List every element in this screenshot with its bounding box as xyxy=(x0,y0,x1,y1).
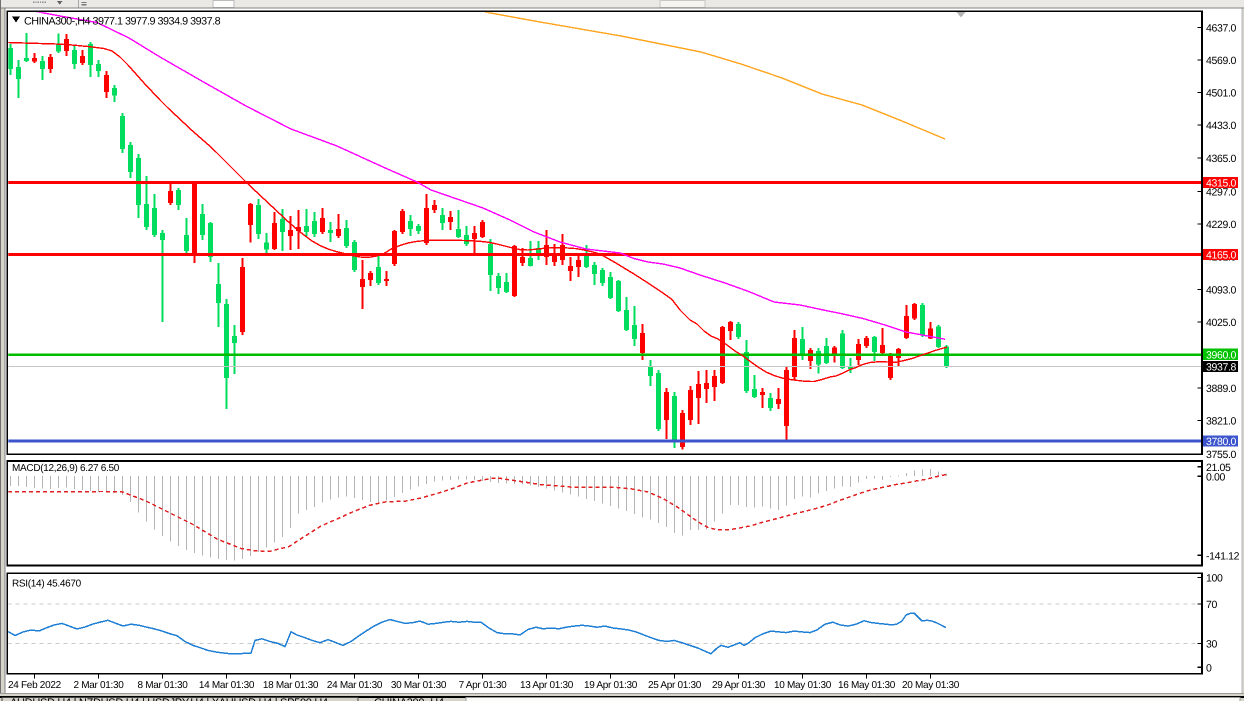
svg-text:13 Apr 01:30: 13 Apr 01:30 xyxy=(520,680,574,691)
svg-text:8 Mar 01:30: 8 Mar 01:30 xyxy=(137,680,188,691)
svg-text:AUDUSD,H4 | NZDUSD,H4 | USDJPY: AUDUSD,H4 | NZDUSD,H4 | USDJPY,H4 | XAUU… xyxy=(10,697,328,701)
svg-text:19 Apr 01:30: 19 Apr 01:30 xyxy=(584,680,638,691)
svg-text:4569.0: 4569.0 xyxy=(1206,55,1237,67)
svg-text:30 Mar 01:30: 30 Mar 01:30 xyxy=(391,680,447,691)
svg-text:3937.8: 3937.8 xyxy=(1206,362,1237,374)
svg-text:4637.0: 4637.0 xyxy=(1206,23,1237,35)
svg-text:-141.12: -141.12 xyxy=(1206,550,1240,562)
svg-text:2 Mar 01:30: 2 Mar 01:30 xyxy=(73,680,124,691)
svg-text:70: 70 xyxy=(1206,599,1217,611)
svg-text:3755.0: 3755.0 xyxy=(1206,449,1237,461)
svg-text:3780.0: 3780.0 xyxy=(1206,436,1237,448)
svg-text:25 Apr 01:30: 25 Apr 01:30 xyxy=(648,680,702,691)
svg-text:7 Apr 01:30: 7 Apr 01:30 xyxy=(459,680,508,691)
svg-text:10 May 01:30: 10 May 01:30 xyxy=(774,680,832,691)
svg-text:MACD(12,26,9) 6.27 6.50: MACD(12,26,9) 6.27 6.50 xyxy=(12,463,120,474)
svg-text:4315.0: 4315.0 xyxy=(1206,178,1237,190)
svg-text:100: 100 xyxy=(1206,573,1223,585)
svg-text:RSI(14) 45.4670: RSI(14) 45.4670 xyxy=(12,579,82,590)
svg-text:20 May 01:30: 20 May 01:30 xyxy=(902,680,960,691)
svg-text:4501.0: 4501.0 xyxy=(1206,88,1237,100)
svg-text:CHINA300-,H4 3977.1 3977.9 39: CHINA300-,H4 3977.1 3977.9 3934.9 3937.8 xyxy=(24,16,221,28)
svg-text:0.00: 0.00 xyxy=(1206,471,1226,483)
svg-text:3889.0: 3889.0 xyxy=(1206,383,1237,395)
svg-text:4365.0: 4365.0 xyxy=(1206,153,1237,165)
svg-text:29 Apr 01:30: 29 Apr 01:30 xyxy=(712,680,766,691)
svg-text:4297.0: 4297.0 xyxy=(1206,187,1237,199)
svg-text:4025.0: 4025.0 xyxy=(1206,317,1237,329)
svg-text:4093.0: 4093.0 xyxy=(1206,285,1237,297)
svg-text:0: 0 xyxy=(1206,662,1212,674)
svg-text:CHINA300-,H4: CHINA300-,H4 xyxy=(374,697,444,701)
svg-text:4433.0: 4433.0 xyxy=(1206,120,1237,132)
svg-text:4165.0: 4165.0 xyxy=(1206,250,1237,262)
svg-text:30: 30 xyxy=(1206,639,1217,651)
svg-text:16 May 01:30: 16 May 01:30 xyxy=(838,680,896,691)
svg-text:14 Mar 01:30: 14 Mar 01:30 xyxy=(199,680,255,691)
svg-text:18 Mar 01:30: 18 Mar 01:30 xyxy=(263,680,319,691)
svg-text:21.05: 21.05 xyxy=(1206,462,1231,474)
svg-text:3960.0: 3960.0 xyxy=(1206,349,1237,361)
svg-text:3821.0: 3821.0 xyxy=(1206,416,1237,428)
svg-text:24 Mar 01:30: 24 Mar 01:30 xyxy=(327,680,383,691)
svg-text:24 Feb 2022: 24 Feb 2022 xyxy=(8,680,62,691)
svg-text:4229.0: 4229.0 xyxy=(1206,219,1237,231)
